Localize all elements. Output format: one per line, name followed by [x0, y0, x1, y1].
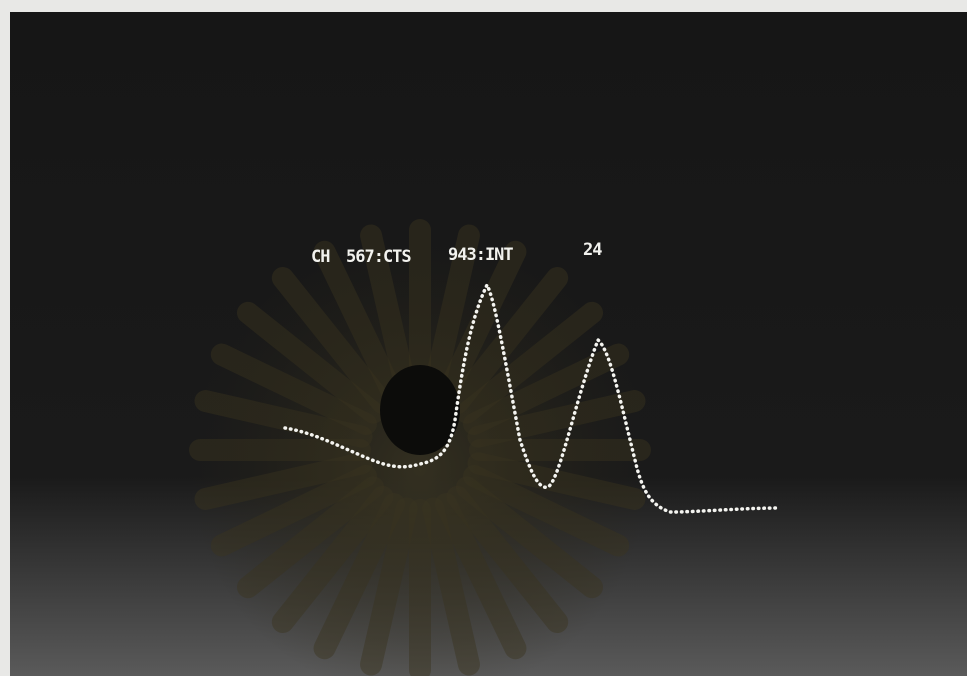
analyzer-screen-photo: CH 567:CTS 943:INT 24: [0, 0, 967, 676]
channel-label: CH: [311, 247, 330, 267]
integral-readout: 943:INT: [448, 245, 513, 265]
marker-readout: 24: [583, 240, 602, 260]
counts-readout: 567:CTS: [346, 247, 411, 267]
page: {"display": {"channel_label": "CH", "cou…: [0, 0, 967, 676]
